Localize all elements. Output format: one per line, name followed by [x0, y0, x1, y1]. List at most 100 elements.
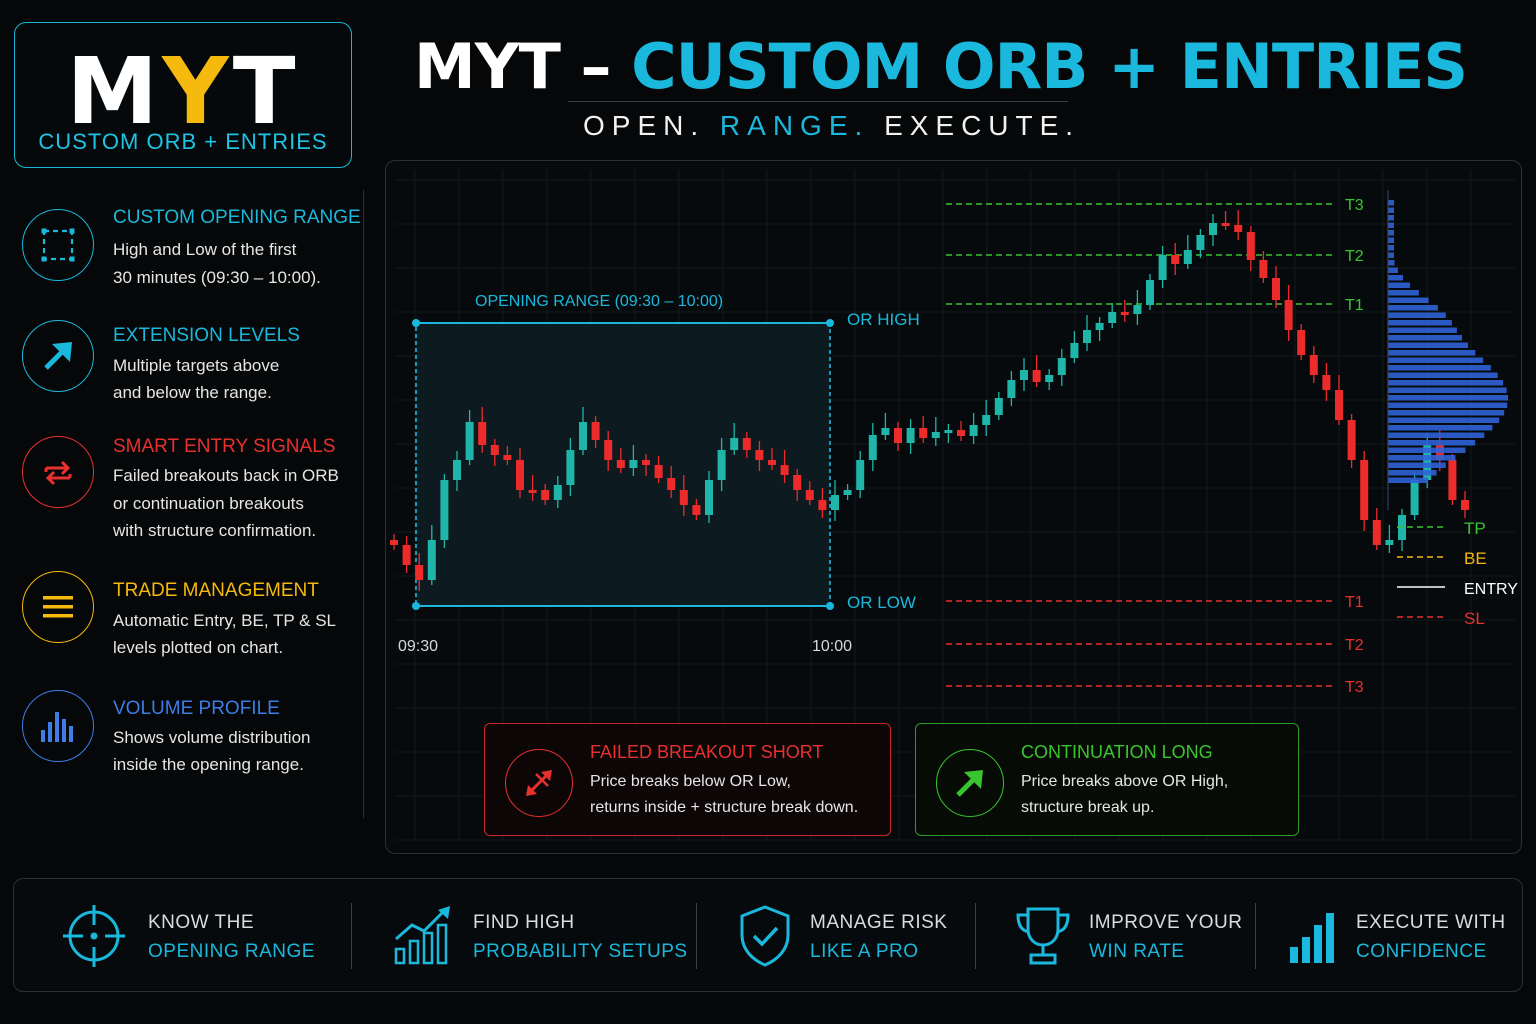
benefit-divider	[351, 903, 352, 969]
benefit-line1: IMPROVE YOUR	[1089, 912, 1243, 933]
candle	[780, 450, 789, 483]
candle	[1020, 358, 1028, 391]
benefit-line1: EXECUTE WITH	[1356, 912, 1506, 933]
candle	[478, 407, 487, 453]
feature-title: EXTENSION LEVELS	[113, 325, 300, 346]
volume-bar	[1388, 470, 1437, 476]
dashed-square-icon	[22, 209, 94, 281]
candle	[1171, 243, 1180, 275]
upper-t1-label: T1	[1345, 297, 1364, 314]
or-low-start-dot	[412, 602, 420, 610]
card-title: CONTINUATION LONG	[1021, 742, 1213, 762]
volume-bar	[1388, 342, 1469, 348]
candle	[1095, 317, 1104, 341]
growth-chart-icon	[394, 906, 450, 965]
candle	[1209, 214, 1217, 246]
card-line: Price breaks above OR High,	[1021, 773, 1229, 790]
price-chart: OPENING RANGE (09:30 – 10:00) OR HIGH OR…	[390, 170, 1518, 841]
trade-legend: TP BE ENTRY SL	[1397, 519, 1518, 628]
or-high-label: OR HIGH	[847, 310, 920, 329]
candle	[982, 400, 991, 436]
candle	[629, 445, 638, 476]
candle	[616, 448, 625, 473]
candle	[906, 419, 915, 454]
candle	[919, 416, 928, 443]
upper-t2-label: T2	[1345, 248, 1364, 265]
candle	[1309, 346, 1318, 383]
benefit-divider	[1255, 903, 1256, 969]
candle	[1272, 266, 1280, 308]
candle	[742, 432, 751, 458]
candle	[440, 474, 449, 548]
title-highlight: CUSTOM ORB + ENTRIES	[631, 30, 1468, 103]
lower-t3-label: T3	[1345, 679, 1364, 696]
crosshair-icon	[63, 905, 125, 967]
logo-box: MYT CUSTOM ORB + ENTRIES	[14, 22, 352, 168]
volume-bar	[1388, 275, 1403, 281]
benefit-line2: OPENING RANGE	[148, 941, 315, 962]
candle	[1297, 324, 1306, 360]
benefit-line2: CONFIDENCE	[1356, 941, 1487, 962]
logo-subtitle: CUSTOM ORB + ENTRIES	[38, 129, 328, 154]
benefits-bar: KNOW THE OPENING RANGE FIND HIGH PROBABI…	[13, 878, 1523, 992]
benefit-line2: WIN RATE	[1089, 941, 1185, 962]
volume-bar	[1388, 297, 1429, 303]
candle	[566, 438, 575, 496]
menu-lines-icon	[22, 571, 94, 643]
volume-bar	[1388, 477, 1429, 483]
volume-bar	[1388, 335, 1463, 341]
candle	[1083, 315, 1091, 351]
benefit-know-range: KNOW THE OPENING RANGE	[61, 879, 361, 991]
benefit-line1: KNOW THE	[148, 912, 255, 933]
or-high-end-dot	[826, 319, 834, 327]
candle	[957, 421, 965, 441]
benefit-line2: PROBABILITY SETUPS	[473, 941, 688, 962]
volume-bar	[1388, 350, 1476, 356]
shield-check-icon	[740, 905, 790, 967]
feature-line: or continuation breakouts	[113, 494, 304, 513]
candle	[1183, 235, 1192, 269]
volume-bar	[1388, 282, 1411, 288]
volume-bar	[1388, 215, 1394, 221]
candle	[1461, 491, 1469, 518]
title-divider	[568, 101, 1068, 102]
feature-title: TRADE MANAGEMENT	[113, 580, 319, 601]
logo-wordmark: MYT	[15, 46, 351, 138]
candle	[528, 475, 537, 501]
candle	[755, 441, 764, 471]
volume-bar	[1388, 387, 1507, 393]
legend-be-label: BE	[1464, 549, 1487, 568]
candle	[1133, 290, 1142, 325]
volume-bar	[1388, 200, 1394, 206]
card-failed-breakout-short: FAILED BREAKOUT SHORT Price breaks below…	[484, 723, 891, 836]
candle	[579, 407, 587, 455]
volume-bar	[1388, 260, 1395, 266]
candle	[667, 466, 676, 498]
feature-line: inside the opening range.	[113, 755, 304, 774]
candle	[553, 476, 562, 508]
volume-bar	[1388, 417, 1500, 423]
candle	[1259, 251, 1268, 283]
candle	[1385, 525, 1394, 553]
lower-t2-label: T2	[1345, 637, 1364, 654]
feature-title: SMART ENTRY SIGNALS	[113, 436, 336, 457]
candle	[969, 413, 978, 444]
lower-t1-label: T1	[1345, 594, 1364, 611]
candle	[1070, 331, 1079, 363]
volume-bar	[1388, 312, 1446, 318]
volume-bar	[1388, 305, 1438, 311]
feature-title: CUSTOM OPENING RANGE	[113, 207, 361, 228]
benefit-line2: LIKE A PRO	[810, 941, 919, 962]
feature-line: Multiple targets above	[113, 356, 280, 375]
tagline-range: RANGE.	[719, 110, 870, 141]
candle	[402, 536, 411, 573]
volume-profile	[1387, 190, 1508, 510]
page-title: MYT – CUSTOM ORB + ENTRIES	[414, 30, 1468, 103]
volume-bar	[1388, 357, 1484, 363]
candle	[868, 423, 877, 471]
volume-bar	[1388, 440, 1476, 446]
arrow-up-right-icon	[936, 749, 1004, 817]
benefit-execute-confidence: EXECUTE WITH CONFIDENCE	[1286, 879, 1516, 991]
candle	[453, 451, 461, 491]
legend-sl-label: SL	[1464, 609, 1485, 628]
